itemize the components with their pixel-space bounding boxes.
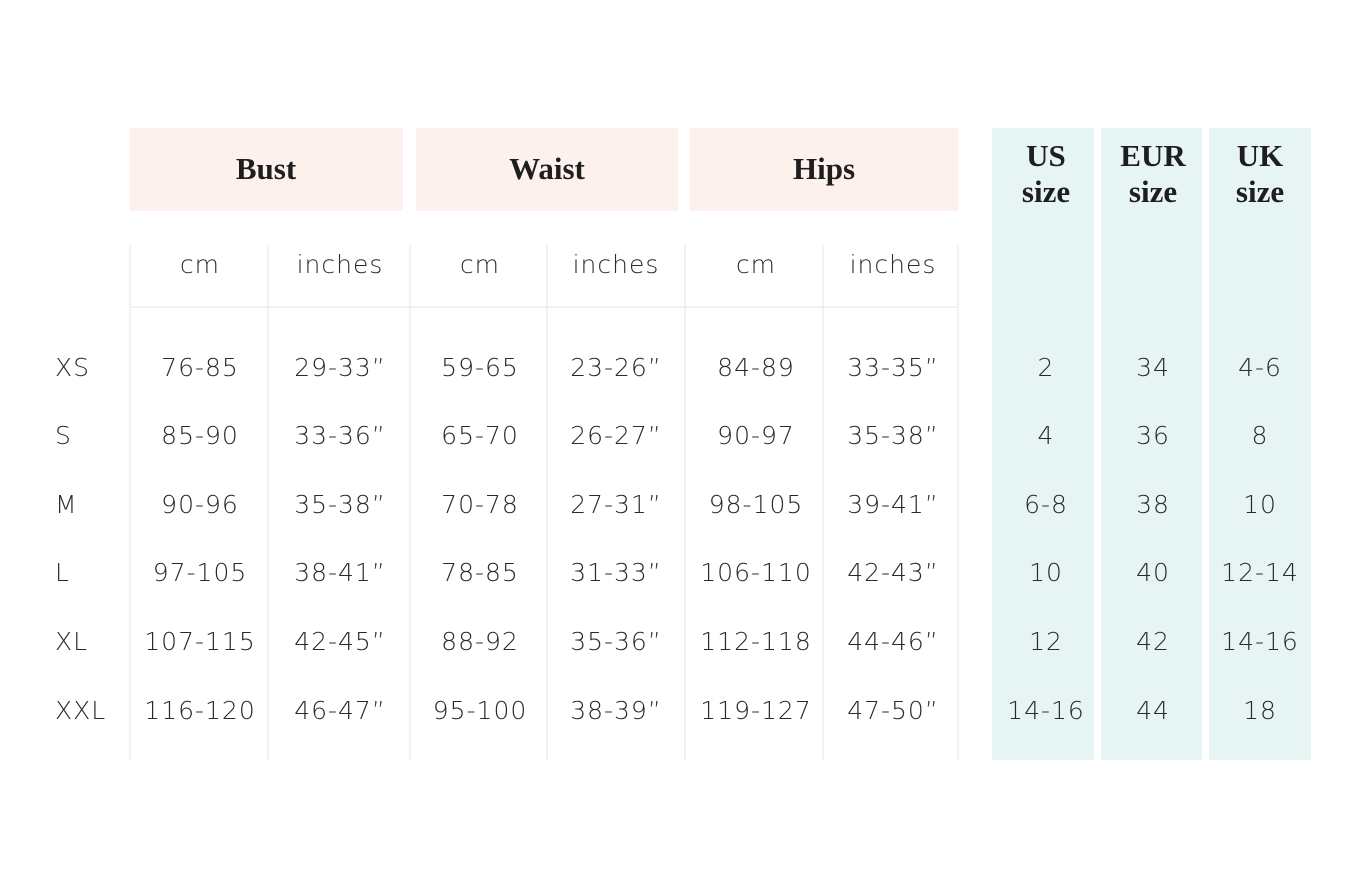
size-label: M xyxy=(55,490,78,519)
measurement: 119-127 xyxy=(700,696,811,725)
system-size: 2 xyxy=(1038,353,1055,382)
system-size: 40 xyxy=(1136,558,1170,587)
system-size: 12 xyxy=(1029,627,1063,656)
hips-header-bg xyxy=(690,128,958,211)
system-size: 18 xyxy=(1243,696,1277,725)
measurement: 88-92 xyxy=(441,627,519,656)
measurement: 26-27” xyxy=(570,421,662,450)
measurement: 35-36” xyxy=(570,627,662,656)
measurement: 33-35” xyxy=(847,353,939,382)
size-label: S xyxy=(55,421,72,450)
uk-column-bg xyxy=(1209,128,1311,760)
system-size: 14-16 xyxy=(1221,627,1299,656)
system-size: 10 xyxy=(1029,558,1063,587)
unit-header: cm xyxy=(460,250,500,279)
group-header: Bust xyxy=(236,151,297,186)
system-header: US xyxy=(1026,138,1066,173)
measurement: 38-39” xyxy=(570,696,662,725)
us-column-bg xyxy=(992,128,1094,760)
size-label: XXL xyxy=(55,696,106,725)
bust-header-bg xyxy=(130,128,403,211)
system-size: 10 xyxy=(1243,490,1277,519)
measurement: 95-100 xyxy=(433,696,528,725)
system-header: UK xyxy=(1237,138,1284,173)
size-label: L xyxy=(55,558,70,587)
measurement: 84-89 xyxy=(717,353,795,382)
measurement: 70-78 xyxy=(441,490,519,519)
measurement: 116-120 xyxy=(144,696,255,725)
system-size: 4-6 xyxy=(1238,353,1282,382)
measurement: 42-45” xyxy=(294,627,386,656)
system-header: size xyxy=(1022,174,1070,209)
measurement: 33-36” xyxy=(294,421,386,450)
system-size: 42 xyxy=(1136,627,1170,656)
system-size: 36 xyxy=(1136,421,1170,450)
unit-header: inches xyxy=(573,250,660,279)
measurement: 85-90 xyxy=(161,421,239,450)
measurement: 39-41” xyxy=(847,490,939,519)
measurement: 35-38” xyxy=(847,421,939,450)
system-size: 34 xyxy=(1136,353,1170,382)
system-header: size xyxy=(1129,174,1177,209)
measurement: 97-105 xyxy=(153,558,248,587)
measurement: 78-85 xyxy=(441,558,519,587)
measurement: 90-96 xyxy=(161,490,239,519)
system-size: 8 xyxy=(1252,421,1269,450)
measurement: 65-70 xyxy=(441,421,519,450)
measurement: 106-110 xyxy=(700,558,811,587)
measurement: 29-33” xyxy=(294,353,386,382)
measurement: 90-97 xyxy=(717,421,795,450)
measurement: 38-41” xyxy=(294,558,386,587)
measurement: 76-85 xyxy=(161,353,239,382)
system-size: 44 xyxy=(1136,696,1170,725)
measurement: 112-118 xyxy=(700,627,811,656)
size-label: XL xyxy=(55,627,88,656)
eur-column-bg xyxy=(1101,128,1202,760)
system-size: 38 xyxy=(1136,490,1170,519)
measurement: 31-33” xyxy=(570,558,662,587)
measurement: 27-31” xyxy=(570,490,662,519)
system-header: EUR xyxy=(1120,138,1186,173)
measurement: 107-115 xyxy=(144,627,255,656)
measurement: 98-105 xyxy=(709,490,804,519)
measurement: 23-26” xyxy=(570,353,662,382)
unit-header: cm xyxy=(736,250,776,279)
system-header: size xyxy=(1236,174,1284,209)
measurement: 59-65 xyxy=(441,353,519,382)
measurement: 44-46” xyxy=(847,627,939,656)
measurement: 35-38” xyxy=(294,490,386,519)
unit-header: inches xyxy=(297,250,384,279)
measurement: 47-50” xyxy=(847,696,939,725)
measurement: 46-47” xyxy=(294,696,386,725)
waist-header-bg xyxy=(416,128,678,211)
size-label: XS xyxy=(55,353,90,382)
group-header: Hips xyxy=(793,151,855,186)
measurement: 42-43” xyxy=(847,558,939,587)
system-size: 12-14 xyxy=(1221,558,1299,587)
system-size: 4 xyxy=(1038,421,1055,450)
group-header: Waist xyxy=(509,151,585,186)
unit-header: cm xyxy=(180,250,220,279)
system-size: 14-16 xyxy=(1007,696,1085,725)
unit-header: inches xyxy=(850,250,937,279)
system-size: 6-8 xyxy=(1024,490,1068,519)
